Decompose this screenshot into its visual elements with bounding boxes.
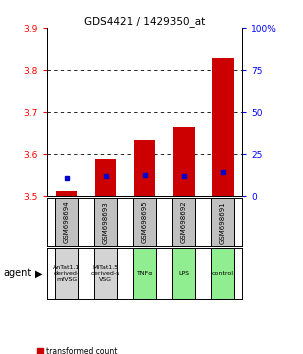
Text: AnTat1.1
derived-
mfVSG: AnTat1.1 derived- mfVSG (53, 265, 80, 282)
Bar (55, 248, 78, 299)
Bar (133, 248, 156, 299)
Bar (212, 58, 234, 196)
Bar (133, 198, 156, 246)
Text: ▶: ▶ (35, 268, 42, 279)
Text: GSM698693: GSM698693 (103, 201, 108, 244)
Text: MiTat1.5
derived-s
VSG: MiTat1.5 derived-s VSG (91, 265, 120, 282)
Bar (211, 198, 235, 246)
Bar (172, 198, 195, 246)
Bar (173, 127, 195, 196)
Bar (172, 248, 195, 299)
Bar (95, 159, 116, 196)
Text: GSM698694: GSM698694 (64, 201, 69, 244)
Bar (55, 198, 78, 246)
Text: GSM698695: GSM698695 (142, 201, 148, 244)
Text: GSM698691: GSM698691 (220, 201, 226, 244)
Text: LPS: LPS (178, 271, 189, 276)
Text: agent: agent (3, 268, 31, 279)
Bar (94, 198, 117, 246)
Bar (134, 140, 155, 196)
Bar (211, 248, 235, 299)
Text: control: control (212, 271, 234, 276)
Title: GDS4421 / 1429350_at: GDS4421 / 1429350_at (84, 16, 205, 27)
Legend: transformed count, percentile rank within the sample: transformed count, percentile rank withi… (36, 346, 177, 354)
Bar (56, 192, 77, 196)
Text: TNFα: TNFα (136, 271, 153, 276)
Bar (94, 248, 117, 299)
Text: GSM698692: GSM698692 (181, 201, 187, 244)
